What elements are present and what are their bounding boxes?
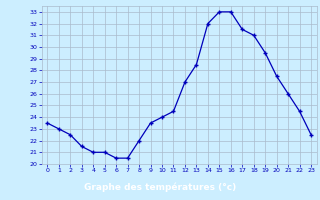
Text: Graphe des températures (°c): Graphe des températures (°c) <box>84 182 236 192</box>
